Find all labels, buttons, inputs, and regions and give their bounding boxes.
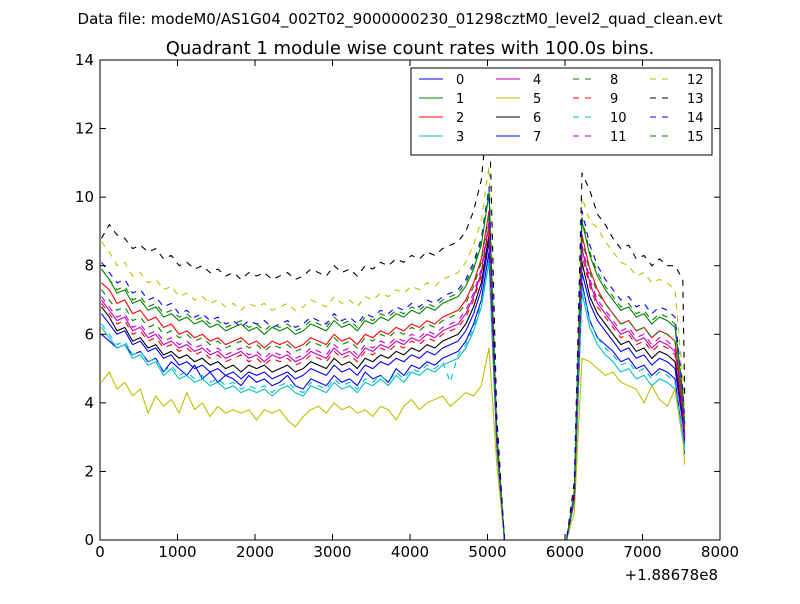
- y-tick-label: 4: [84, 394, 94, 412]
- series-line-6: [101, 234, 686, 541]
- legend-label-2: 2: [456, 111, 464, 126]
- x-tick-label: 8000: [701, 543, 739, 561]
- series-line-10: [101, 258, 686, 541]
- x-tick-label: 2000: [236, 543, 274, 561]
- series-line-2: [101, 210, 686, 541]
- legend-label-7: 7: [533, 130, 541, 145]
- legend-label-14: 14: [687, 111, 704, 126]
- series-line-0: [101, 251, 686, 541]
- chart-suptitle: Data file: modeM0/AS1G04_002T02_90000002…: [78, 10, 723, 29]
- legend-label-15: 15: [687, 130, 704, 145]
- legend-label-0: 0: [456, 73, 464, 88]
- legend-label-12: 12: [687, 73, 704, 88]
- series-layer: [101, 100, 686, 541]
- legend-label-1: 1: [456, 92, 464, 107]
- series-line-14: [101, 186, 686, 541]
- legend-label-5: 5: [533, 92, 541, 107]
- x-tick-label: 3000: [313, 543, 351, 561]
- series-line-4: [101, 224, 686, 541]
- x-tick-label: 6000: [546, 543, 584, 561]
- legend-label-9: 9: [610, 92, 618, 107]
- x-tick-label: 0: [95, 543, 105, 561]
- y-tick-label: 8: [84, 257, 94, 275]
- legend-label-4: 4: [533, 73, 541, 88]
- legend-label-6: 6: [533, 111, 541, 126]
- series-line-12: [101, 165, 686, 541]
- x-offset-label: +1.88678e8: [625, 566, 718, 584]
- series-line-1: [101, 193, 686, 541]
- y-tick-label: 6: [84, 325, 94, 343]
- legend-frame: [410, 67, 713, 156]
- x-tick-label: 4000: [391, 543, 429, 561]
- legend-label-3: 3: [456, 130, 464, 145]
- series-line-8: [101, 213, 686, 541]
- series-line-15: [101, 189, 686, 541]
- y-tick-label: 12: [75, 120, 94, 138]
- series-line-11: [101, 220, 686, 541]
- series-line-7: [101, 241, 686, 541]
- legend-label-8: 8: [610, 73, 618, 88]
- legend-label-10: 10: [610, 111, 627, 126]
- series-line-3: [101, 261, 686, 541]
- x-tick-label: 1000: [158, 543, 196, 561]
- legend-label-13: 13: [687, 92, 704, 107]
- chart-title: Quadrant 1 module wise count rates with …: [166, 38, 655, 59]
- y-tick-label: 2: [84, 462, 94, 480]
- series-line-5: [101, 347, 686, 541]
- legend-label-11: 11: [610, 130, 627, 145]
- y-tick-label: 0: [84, 531, 94, 549]
- y-tick-label: 10: [75, 188, 94, 206]
- y-tick-label: 14: [75, 51, 94, 69]
- ticks-layer: 0 1000 2000 3000 4000 5000 6000 7000 80000246810…: [75, 51, 739, 561]
- series-line-13: [101, 100, 686, 541]
- x-tick-label: 7000: [623, 543, 661, 561]
- x-tick-label: 5000: [468, 543, 506, 561]
- series-line-9: [101, 227, 686, 541]
